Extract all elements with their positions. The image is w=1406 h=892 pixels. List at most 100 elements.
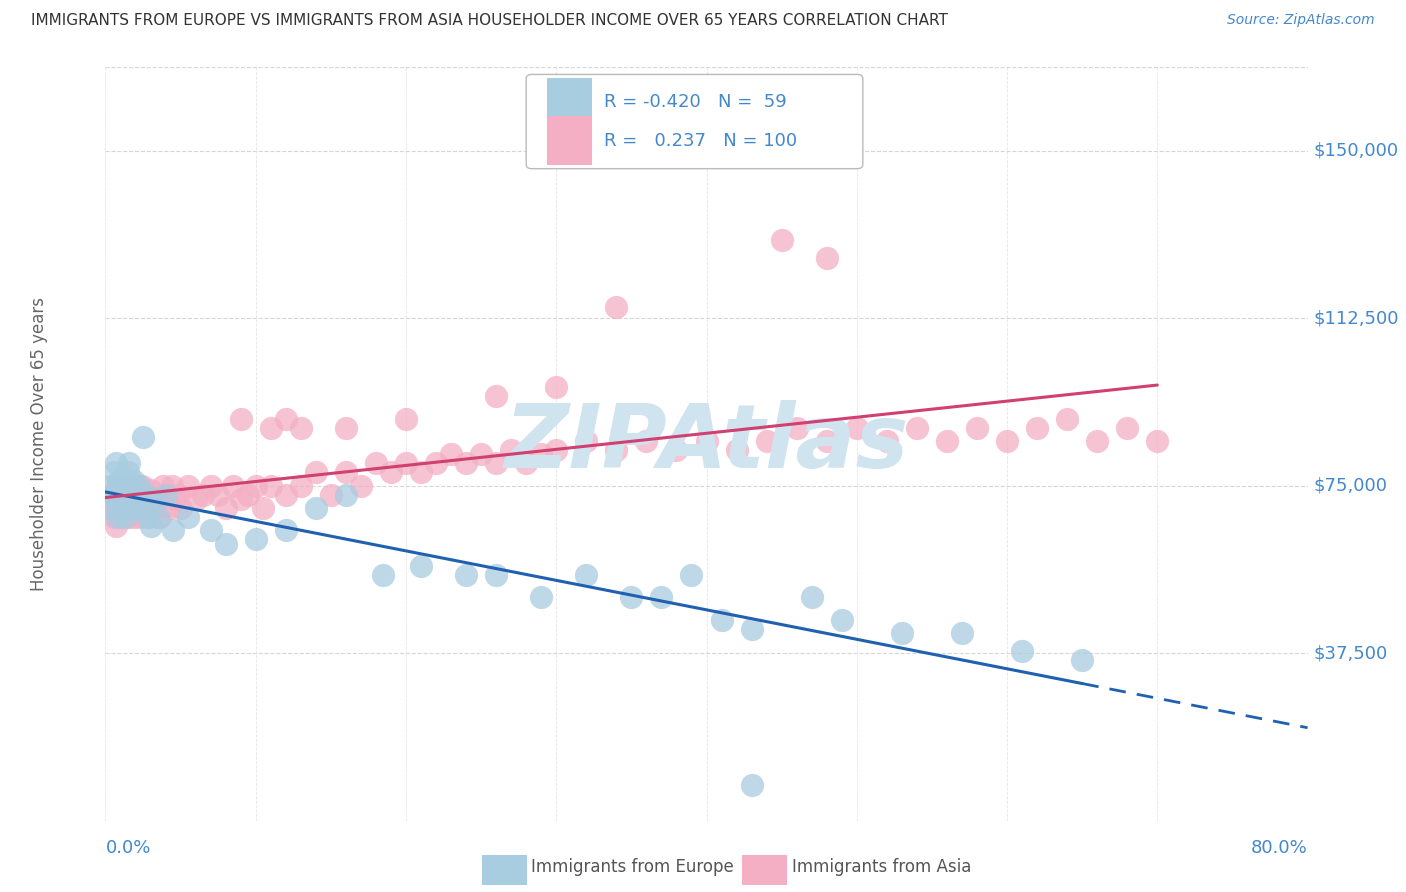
Point <box>117 491 139 506</box>
Point <box>245 533 267 547</box>
Bar <box>547 78 592 127</box>
Text: $112,500: $112,500 <box>1313 310 1399 327</box>
Point <box>454 456 477 470</box>
Point <box>364 456 387 470</box>
Point <box>118 456 141 470</box>
Point <box>696 434 718 448</box>
Point <box>395 411 418 425</box>
Text: Householder Income Over 65 years: Householder Income Over 65 years <box>31 297 48 591</box>
Point <box>129 500 152 515</box>
Point <box>815 434 838 448</box>
Point <box>108 474 131 488</box>
Point <box>1085 434 1108 448</box>
Point <box>114 500 136 515</box>
Point <box>238 487 260 501</box>
Point <box>755 434 778 448</box>
Point <box>305 465 328 479</box>
Point <box>229 491 252 506</box>
Point <box>335 487 357 501</box>
Point <box>111 478 134 492</box>
Text: Immigrants from Asia: Immigrants from Asia <box>792 858 972 876</box>
Point <box>112 491 135 506</box>
Point <box>845 420 868 434</box>
Point <box>515 456 537 470</box>
Point <box>214 537 236 551</box>
Point <box>725 442 748 457</box>
Point <box>409 559 432 574</box>
Point <box>1071 653 1094 667</box>
Point <box>152 478 174 492</box>
Point <box>115 496 138 510</box>
Point <box>136 509 159 524</box>
Point <box>124 478 146 492</box>
Point <box>274 411 297 425</box>
Point <box>650 591 672 605</box>
Point <box>710 613 733 627</box>
Point <box>115 478 138 492</box>
Point <box>831 613 853 627</box>
Point <box>665 442 688 457</box>
Point <box>160 478 183 492</box>
Point <box>104 519 127 533</box>
Point <box>100 478 122 492</box>
Point <box>184 491 207 506</box>
Point <box>229 411 252 425</box>
Point <box>155 487 177 501</box>
Text: $37,500: $37,500 <box>1313 644 1388 662</box>
Text: 80.0%: 80.0% <box>1251 839 1308 857</box>
Point <box>111 500 134 515</box>
Point <box>114 483 136 497</box>
Point <box>800 591 823 605</box>
Point <box>110 509 132 524</box>
Point <box>222 478 245 492</box>
Point <box>136 509 159 524</box>
Bar <box>547 116 592 165</box>
Point <box>128 487 150 501</box>
Point <box>546 380 568 394</box>
Point <box>121 500 143 515</box>
Point <box>1146 434 1168 448</box>
Point <box>876 434 898 448</box>
Point <box>135 487 157 501</box>
Point <box>118 487 141 501</box>
Point <box>274 487 297 501</box>
Point <box>950 626 973 640</box>
Point <box>1056 411 1078 425</box>
Point <box>177 509 200 524</box>
Point <box>605 300 627 314</box>
Point <box>122 509 145 524</box>
Point <box>148 509 170 524</box>
Point <box>142 491 165 506</box>
Point <box>966 420 988 434</box>
Point <box>485 456 508 470</box>
Point <box>200 524 222 538</box>
Point <box>122 474 145 488</box>
Point <box>108 483 131 497</box>
Point <box>936 434 959 448</box>
Point <box>770 233 793 247</box>
Point <box>373 568 395 582</box>
Point <box>104 500 127 515</box>
Point <box>139 483 162 497</box>
Point <box>120 500 142 515</box>
Point <box>620 591 643 605</box>
Point <box>101 487 124 501</box>
FancyBboxPatch shape <box>526 74 863 169</box>
Point <box>290 478 312 492</box>
Point <box>741 778 763 792</box>
Point <box>142 500 165 515</box>
Text: R =   0.237   N = 100: R = 0.237 N = 100 <box>605 132 797 150</box>
Point <box>485 389 508 403</box>
Point <box>245 478 267 492</box>
Point <box>575 568 598 582</box>
Point <box>274 524 297 538</box>
Point <box>112 491 135 506</box>
Point <box>139 519 162 533</box>
Text: $75,000: $75,000 <box>1313 476 1388 495</box>
Point <box>191 487 214 501</box>
Point <box>350 478 373 492</box>
Point <box>530 591 553 605</box>
Point <box>103 509 125 524</box>
Point <box>1116 420 1139 434</box>
Point <box>485 568 508 582</box>
